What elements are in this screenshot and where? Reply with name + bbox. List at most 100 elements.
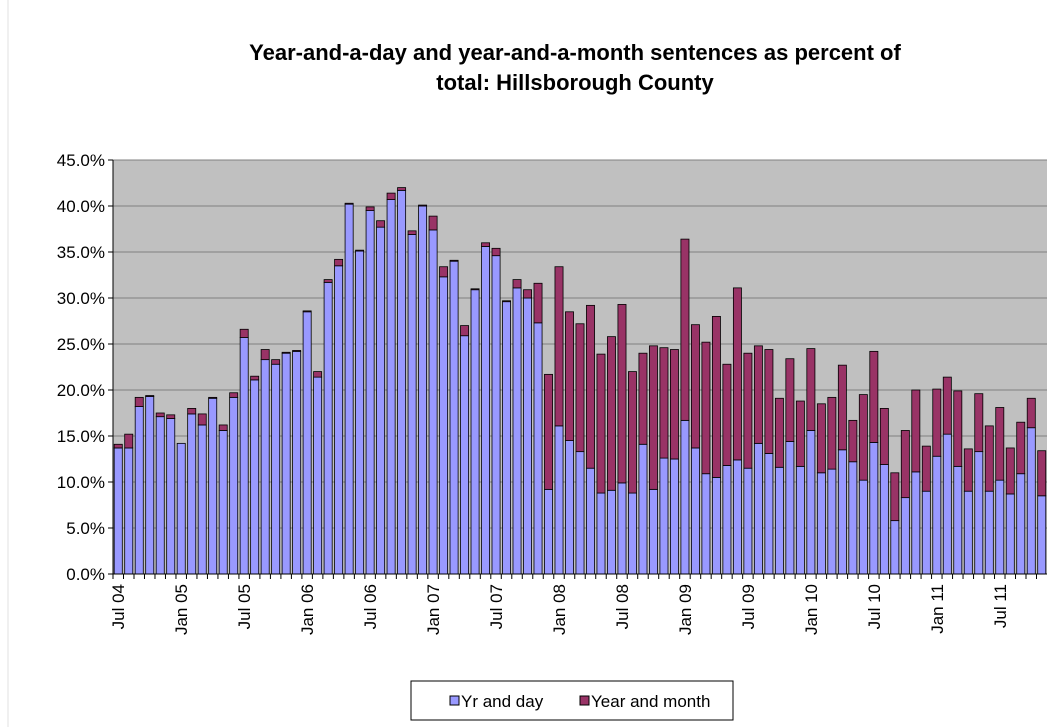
bar-segment xyxy=(533,282,543,324)
bar-segment xyxy=(1005,493,1015,575)
bar-segment xyxy=(397,189,407,575)
x-tick-label: Jul 08 xyxy=(613,584,632,629)
legend-label: Yr and day xyxy=(461,692,544,711)
bar-segment xyxy=(439,266,449,278)
bar-segment xyxy=(323,281,333,575)
bar-segment xyxy=(628,492,637,575)
bar-segment xyxy=(502,300,511,303)
bar-segment xyxy=(407,230,417,235)
bar-segment xyxy=(575,323,585,453)
bar-segment xyxy=(554,266,564,427)
bar-segment xyxy=(449,260,459,575)
bar-segment xyxy=(229,392,239,398)
bar-segment xyxy=(995,407,1005,481)
bar-segment xyxy=(932,455,942,575)
bar-segment xyxy=(334,258,344,267)
bar-segment xyxy=(344,203,354,575)
bar-segment xyxy=(617,304,627,484)
bar-segment xyxy=(617,482,627,575)
bar-segment xyxy=(753,345,763,444)
bar-segment xyxy=(523,297,532,575)
bar-segment xyxy=(816,472,826,575)
bar-segment xyxy=(229,396,239,575)
bar-segment xyxy=(460,335,470,575)
bar-segment xyxy=(428,215,438,231)
y-tick-label: 15.0% xyxy=(57,427,105,446)
bar-segment xyxy=(722,465,732,575)
bar-segment xyxy=(680,238,690,421)
bar-segment xyxy=(1016,421,1026,475)
bar-segment xyxy=(607,336,616,491)
bar-segment xyxy=(491,255,501,575)
bar-segment xyxy=(439,276,449,575)
bar-segment xyxy=(355,250,365,575)
bar-segment xyxy=(680,419,690,575)
bar-segment xyxy=(239,337,249,575)
x-tick-label: Jul 04 xyxy=(109,584,128,629)
bar-segment xyxy=(690,324,700,449)
bar-segment xyxy=(145,395,155,397)
bar-segment xyxy=(386,192,396,200)
bar-segment xyxy=(145,396,155,575)
bar-segment xyxy=(407,234,417,575)
bar-segment xyxy=(911,471,921,575)
x-tick-label: Jan 07 xyxy=(424,584,443,635)
bar-segment xyxy=(376,220,386,228)
bar-segment xyxy=(197,413,207,426)
bar-segment xyxy=(302,310,312,313)
bar-segment xyxy=(1037,495,1047,575)
bar-segment xyxy=(942,376,952,435)
bar-segment xyxy=(659,347,669,459)
bar-segment xyxy=(397,187,407,191)
bar-segment xyxy=(113,447,123,575)
bar-segment xyxy=(481,242,490,247)
bar-segment xyxy=(281,351,291,354)
bar-segment xyxy=(376,226,386,575)
bar-segment xyxy=(155,412,165,418)
bar-segment xyxy=(942,433,952,575)
x-tick-label: Jul 09 xyxy=(739,584,758,629)
legend-swatch xyxy=(579,695,590,706)
bar-segment xyxy=(816,403,826,474)
y-tick-label: 40.0% xyxy=(57,197,105,216)
bar-segment xyxy=(239,328,249,338)
bar-segment xyxy=(670,349,679,460)
bar-segment xyxy=(418,205,428,575)
bar-segment xyxy=(974,393,984,453)
bar-segment xyxy=(271,363,281,575)
x-tick-label: Jul 07 xyxy=(487,584,506,629)
bar-segment xyxy=(921,490,931,575)
bar-segment xyxy=(911,389,921,473)
bar-segment xyxy=(533,322,543,575)
bar-segment xyxy=(302,311,312,575)
bar-segment xyxy=(670,458,679,575)
bar-segment xyxy=(218,424,228,431)
bar-segment xyxy=(124,433,134,449)
bar-segment xyxy=(900,430,910,499)
bar-segment xyxy=(218,430,228,575)
bar-segment xyxy=(323,279,333,283)
y-tick-label: 25.0% xyxy=(57,335,105,354)
bar-segment xyxy=(827,468,837,575)
bar-segment xyxy=(995,479,1005,575)
bar-segment xyxy=(732,287,742,461)
bar-segment xyxy=(449,259,459,262)
bar-segment xyxy=(512,287,522,575)
bar-segment xyxy=(355,249,365,252)
bar-segment xyxy=(753,442,763,575)
bar-segment xyxy=(187,407,197,415)
bar-segment xyxy=(984,425,994,492)
y-tick-label: 45.0% xyxy=(57,151,105,170)
bar-segment xyxy=(250,379,260,575)
x-tick-label: Jul 11 xyxy=(991,584,1010,628)
bar-segment xyxy=(113,443,123,449)
bar-segment xyxy=(386,199,396,575)
bar-segment xyxy=(774,397,784,468)
bar-segment xyxy=(418,204,428,207)
bar-segment xyxy=(586,304,595,469)
bar-segment xyxy=(743,352,753,469)
bar-segment xyxy=(774,466,784,575)
bar-segment xyxy=(281,352,291,575)
bar-segment xyxy=(869,442,879,575)
bar-segment xyxy=(481,246,490,575)
